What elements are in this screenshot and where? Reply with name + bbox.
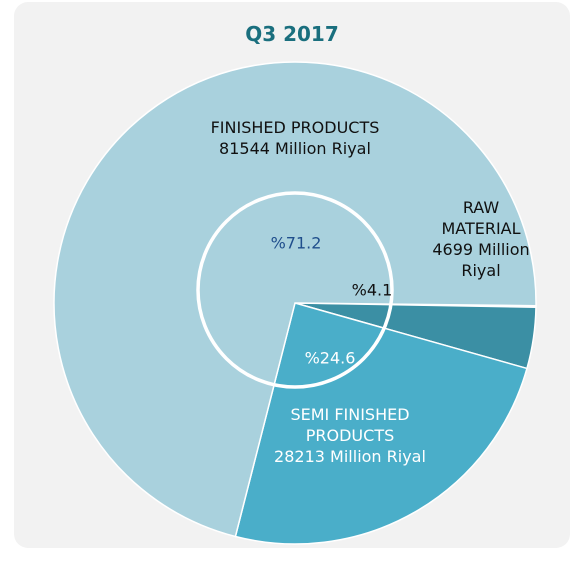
slice-label: FINISHED PRODUCTS 81544 Million Riyal — [170, 117, 420, 159]
percent-label: %71.2 — [271, 234, 322, 253]
percent-label: %24.6 — [305, 349, 356, 368]
inner-ring — [196, 191, 394, 389]
category-label: FINISHED PRODUCTS — [210, 118, 380, 137]
amount-label: 4699 Million Riyal — [426, 239, 536, 281]
category-label: RAW MATERIAL — [441, 198, 521, 238]
amount-value: 4699 — [432, 240, 474, 259]
amount-value: 28213 — [274, 447, 325, 466]
category-label: SEMI FINISHED PRODUCTS — [290, 405, 410, 445]
amount-unit: Million Riyal — [330, 447, 426, 466]
percent-label: %4.1 — [352, 281, 393, 300]
amount-label: 81544 Million Riyal — [170, 138, 420, 159]
slice-label: RAW MATERIAL 4699 Million Riyal — [426, 197, 536, 281]
chart-title: Q3 2017 — [245, 22, 339, 46]
value-label: %71.2 — [270, 233, 322, 253]
pie-slice — [234, 302, 528, 545]
amount-value: 81544 — [219, 139, 270, 158]
slice-label: SEMI FINISHED PRODUCTS 28213 Million Riya… — [255, 404, 445, 467]
amount-unit: Million Riyal — [275, 139, 371, 158]
amount-unit: Million Riyal — [461, 240, 530, 280]
amount-label: 28213 Million Riyal — [255, 446, 445, 467]
value-label: %24.6 — [304, 348, 356, 368]
pie-slice — [53, 61, 537, 538]
value-label: %4.1 — [351, 280, 393, 300]
